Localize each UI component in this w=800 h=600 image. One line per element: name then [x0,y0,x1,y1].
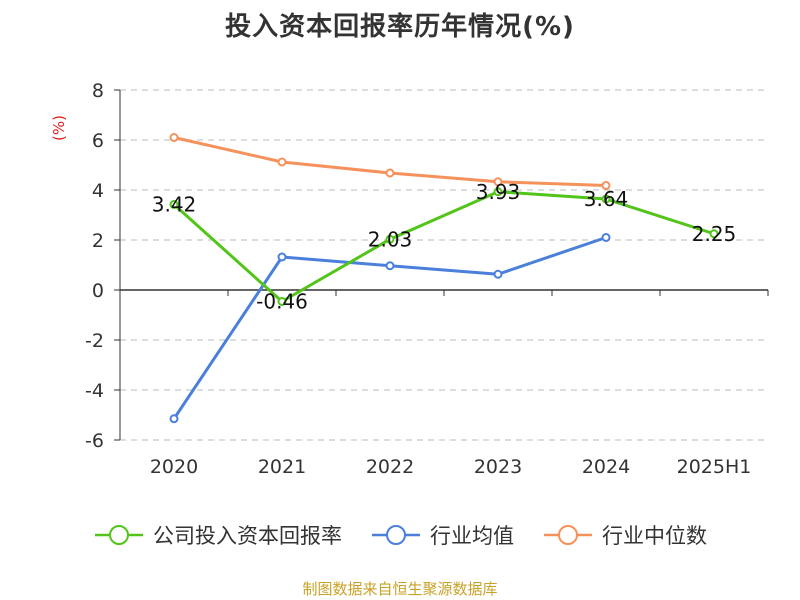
data-point[interactable] [493,177,503,187]
data-point[interactable] [169,200,179,209]
data-labels: 3.42 -0.46 2.03 3.93 3.64 2.25 [152,180,737,314]
data-point[interactable] [169,414,179,424]
legend-line-marker-icon [372,525,420,545]
legend-item[interactable]: 行业中位数 [542,520,707,550]
data-point[interactable] [277,252,287,262]
y-tick-label: 0 [92,280,104,302]
data-point[interactable] [493,187,503,197]
y-axis-unit-label: (%) [50,115,68,141]
legend-label: 行业中位数 [602,524,707,548]
legend-item[interactable]: 公司投入资本回报率 [93,520,342,550]
data-label: 3.64 [584,187,629,211]
data-point[interactable] [169,133,179,142]
data-label: 2.03 [368,227,413,251]
data-label: -0.46 [256,290,308,314]
data-point[interactable] [385,261,395,271]
y-tick-label: -2 [85,330,104,352]
y-tick-label: 4 [92,180,104,202]
grid-lines [120,89,768,441]
x-tick-label: 2021 [258,456,306,478]
legend-label: 公司投入资本回报率 [153,524,342,548]
data-point[interactable] [601,181,611,190]
series-line [172,190,716,303]
x-tick-label: 2025H1 [677,456,752,478]
data-point[interactable] [385,168,395,178]
data-point[interactable] [709,229,719,239]
data-point[interactable] [277,297,287,306]
y-tick-label: 6 [92,130,104,152]
legend-item[interactable]: 行业均值 [370,520,514,550]
axes: 8 6 4 2 0 -2 -4 -6 2020 2021 2022 2023 2024 2025H1 [85,80,769,478]
data-label: 2.25 [692,222,737,246]
legend-line-marker-icon [544,525,592,545]
source-note: 制图数据来自恒生聚源数据库 [302,580,498,598]
data-point[interactable] [493,269,503,279]
legend-line-marker-icon [95,525,143,545]
legend-label: 行业均值 [430,524,514,548]
x-tick-label: 2024 [582,456,630,478]
series-lines [169,133,719,424]
series-line [172,136,608,187]
data-label: 3.93 [476,180,521,204]
y-tick-label: 2 [92,230,104,252]
legend: 公司投入资本回报率 行业均值 行业中位数 [0,520,800,550]
x-tick-label: 2023 [474,456,522,478]
y-tick-label: -6 [85,430,104,452]
data-point[interactable] [601,194,611,204]
data-point[interactable] [277,157,287,167]
data-point[interactable] [385,234,395,244]
y-tick-label: -4 [85,380,104,402]
x-tick-label: 2020 [150,456,198,478]
chart-title: 投入资本回报率历年情况(%) [225,12,575,42]
data-point[interactable] [601,233,611,242]
x-tick-label: 2022 [366,456,414,478]
data-label: 3.42 [152,193,197,217]
y-tick-label: 8 [92,80,104,102]
